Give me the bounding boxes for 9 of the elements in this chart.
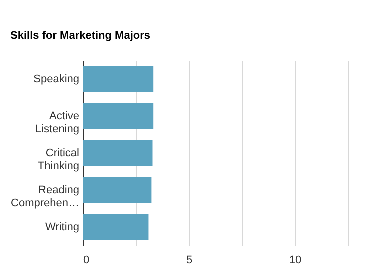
y-tick-label: Writing [45, 222, 80, 234]
x-tick-label: 10 [289, 254, 302, 266]
y-tick-label: Speaking [34, 74, 80, 86]
x-tick-label: 5 [186, 254, 193, 266]
y-tick-label: Reading Comprehen… [11, 184, 80, 210]
y-tick-label: Active Listening [35, 110, 80, 136]
y-tick-label: Critical Thinking [38, 148, 80, 172]
chart-title: Skills for Marketing Majors [10, 30, 151, 42]
x-tick-label: 0 [84, 254, 90, 266]
